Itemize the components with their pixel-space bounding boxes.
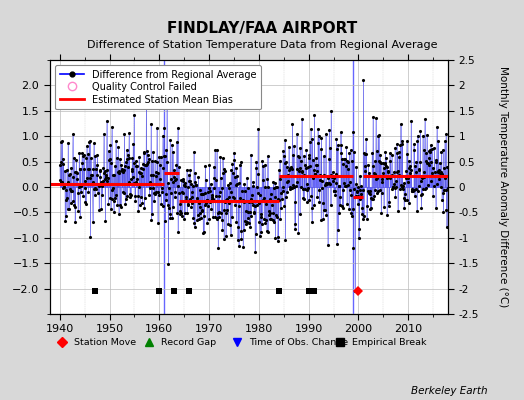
Text: Station Move: Station Move: [74, 338, 136, 347]
Text: Record Gap: Record Gap: [161, 338, 216, 347]
Text: Berkeley Earth: Berkeley Earth: [411, 386, 487, 396]
Text: FINDLAY/FAA AIRPORT: FINDLAY/FAA AIRPORT: [167, 21, 357, 36]
Text: Time of Obs. Change: Time of Obs. Change: [249, 338, 348, 347]
Text: Difference of Station Temperature Data from Regional Average: Difference of Station Temperature Data f…: [87, 40, 437, 50]
Y-axis label: Monthly Temperature Anomaly Difference (°C): Monthly Temperature Anomaly Difference (…: [498, 66, 508, 308]
Legend: Difference from Regional Average, Quality Control Failed, Estimated Station Mean: Difference from Regional Average, Qualit…: [54, 65, 261, 110]
Text: Empirical Break: Empirical Break: [353, 338, 427, 347]
